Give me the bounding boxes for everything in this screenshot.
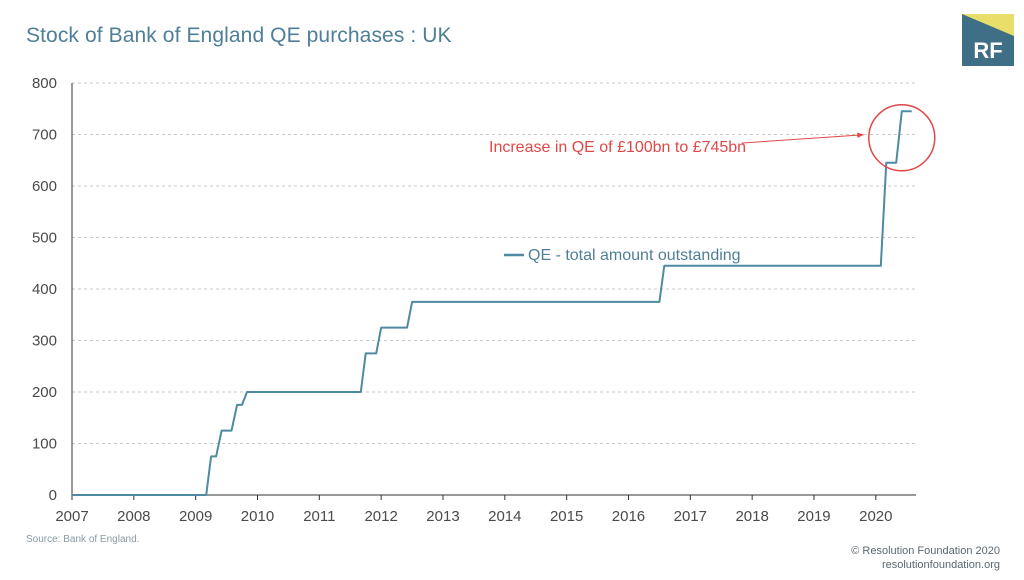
chart-title: Stock of Bank of England QE purchases : … [26, 24, 452, 47]
annotation-label: Increase in QE of £100bn to £745bn [489, 139, 746, 156]
x-tick-label: 2016 [612, 508, 645, 525]
y-tick-label: 100 [32, 436, 57, 453]
x-tick-label: 2007 [55, 508, 88, 525]
y-tick-label: 0 [49, 487, 57, 504]
y-tick-label: 400 [32, 281, 57, 298]
rf-logo-accent [962, 14, 1014, 36]
x-tick-label: 2019 [797, 508, 830, 525]
x-tick-label: 2008 [117, 508, 150, 525]
y-tick-label: 200 [32, 384, 57, 401]
series-line-0 [72, 110, 912, 496]
x-tick-label: 2009 [179, 508, 212, 525]
rf-logo: RF [962, 14, 1014, 66]
y-tick-label: 700 [32, 127, 57, 144]
x-tick-label: 2017 [674, 508, 707, 525]
credits-copyright: © Resolution Foundation 2020 [851, 545, 1000, 557]
credits: © Resolution Foundation 2020 resolutionf… [851, 544, 1000, 572]
x-tick-label: 2012 [364, 508, 397, 525]
x-tick-label: 2013 [426, 508, 459, 525]
y-tick-label: 800 [32, 75, 57, 92]
rf-logo-text: RF [973, 38, 1002, 63]
x-tick-label: 2015 [550, 508, 583, 525]
annotation-circle [868, 104, 936, 172]
y-tick-label: 600 [32, 178, 57, 195]
y-tick-label: 500 [32, 230, 57, 247]
credits-website: resolutionfoundation.org [881, 559, 1000, 571]
x-tick-label: 2014 [488, 508, 521, 525]
x-tick-label: 2011 [303, 508, 335, 525]
source-note: Source: Bank of England. [26, 534, 140, 545]
y-tick-label: 300 [32, 333, 57, 350]
annotation-arrow-head [857, 132, 864, 138]
x-tick-label: 2010 [241, 508, 274, 525]
x-tick-label: 2018 [735, 508, 768, 525]
x-tick-label: 2020 [859, 508, 892, 525]
annotation-arrow-line [741, 134, 864, 144]
legend-label: QE - total amount outstanding [528, 247, 741, 264]
